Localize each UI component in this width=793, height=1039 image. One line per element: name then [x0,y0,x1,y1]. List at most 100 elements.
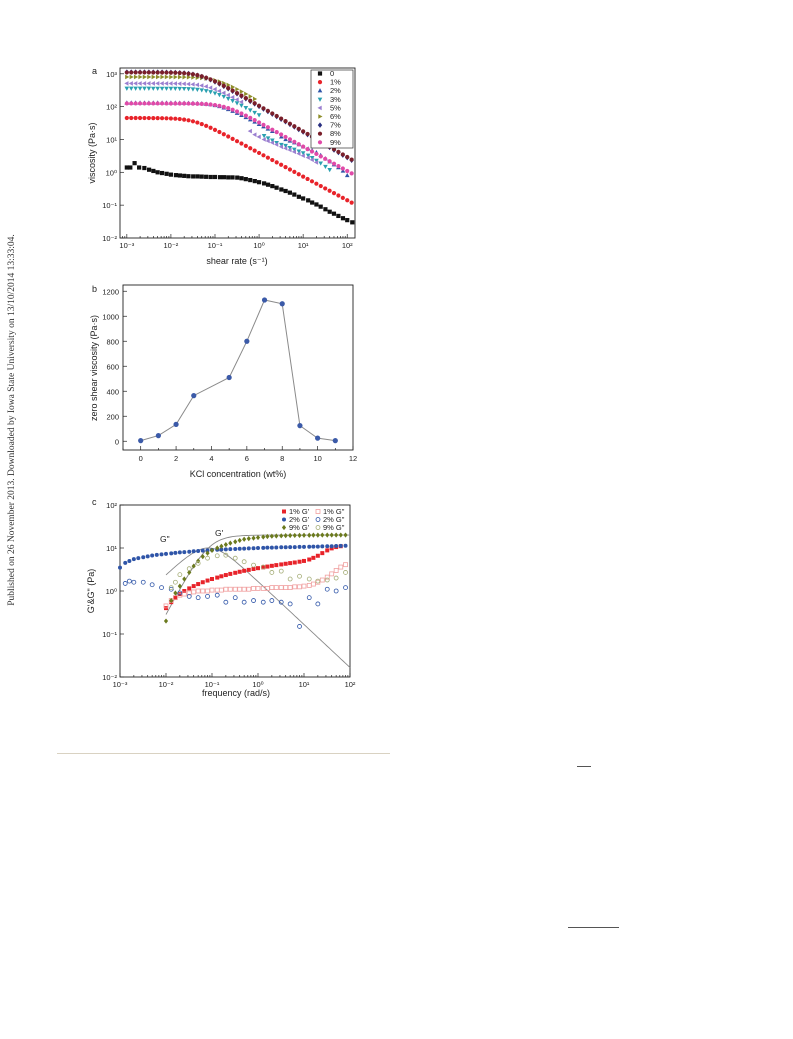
panel-a-legend-marker [317,80,323,85]
panel-c-point [329,546,334,551]
panel-c-point [233,546,238,551]
panel-c-point [265,533,270,540]
panel-a-point-0 [287,190,292,195]
panel-a-point-0 [239,176,244,181]
panel-a-point-5pct [309,157,314,163]
panel-a-point-0 [142,165,147,171]
panel-c-point [269,598,275,603]
panel-c-point [223,552,229,558]
panel-a-point-6pct [133,74,139,80]
panel-a-point-3pct [128,86,134,91]
panel-a-point-3pct [261,134,267,139]
panel-c-point [320,532,325,538]
panel-a-point-1pct [309,179,315,184]
panel-a-legend-marker [318,114,323,119]
panel-a-x-tick-label: 10⁻² [164,241,179,250]
panel-a-legend: 01%2%3%5%6%7%8%9% [317,69,341,147]
panel-a-point-3pct [305,153,311,158]
panel-c-point [329,532,334,538]
panel-c-point [338,564,344,570]
panel-a-point-5pct [150,81,155,86]
panel-a-point-1pct [182,117,187,122]
panel-c-point [237,569,242,574]
panel-c-point [228,571,233,576]
panel-a-point-3pct [283,143,288,149]
panel-c-point [200,554,205,560]
panel-a-y-tick-label: 10⁻² [102,234,117,243]
panel-c-point [288,532,293,539]
panel-a-point-0 [336,213,341,219]
panel-a-point-5pct [313,160,319,165]
panel-a-point-3pct [279,142,284,148]
panel-a-viscosity-chart: a 10⁻³ 10⁻² 10⁻¹ 10⁰ 10¹ 10²10⁻²10⁻¹10⁰10¹10²… [87,66,356,266]
panel-c-point [228,540,233,546]
panel-c-point [191,584,196,589]
panel-a-point-8pct [274,113,279,119]
panel-c-point [195,560,201,566]
panel-a-point-5pct [159,81,164,86]
panel-c-point [261,545,266,550]
panel-a-point-0 [164,171,169,176]
panel-c-point [227,586,233,592]
panel-a-point-1pct [177,116,182,122]
panel-c-point [177,550,182,555]
panel-a-point-9pct [142,101,147,106]
panel-a-point-8pct [345,154,350,160]
panel-c-point [172,579,178,585]
panel-a-point-8pct [137,70,143,75]
panel-c-point [242,536,247,542]
panel-c-legend-label: 2% G' [289,515,310,524]
panel-a-point-9pct [243,113,248,118]
panel-a-point-3pct [247,108,253,113]
panel-a-point-1pct [208,125,213,130]
panel-a-point-1pct [345,198,350,203]
panel-a-point-9pct [234,109,240,114]
panel-b-x-tick-label: 12 [349,454,357,463]
panel-a-legend-label: 0 [330,69,334,78]
panel-a-point-1pct [204,123,209,128]
panel-a-point-0 [261,181,267,186]
panel-c-point [297,532,302,538]
panel-c-point [182,576,187,582]
panel-a-point-0 [270,184,275,189]
panel-c-point [292,584,298,590]
panel-a-point-6pct [186,74,192,80]
panel-a-point-5pct [137,81,142,86]
panel-a-point-9pct [182,101,187,106]
panel-a-point-0 [186,174,191,179]
panel-a-point-1pct [265,155,270,160]
panel-c-point [297,624,302,629]
panel-c-point [297,544,302,549]
panel-a-point-6pct [252,96,258,102]
panel-a-point-5pct [146,81,151,86]
panel-a-point-8pct [146,70,151,75]
panel-c-point [287,601,293,607]
panel-c-point [159,552,164,557]
panel-a-legend-label: 6% [330,112,341,121]
panel-c-point [186,593,192,599]
panel-c-legend-marker [315,517,321,522]
panel-a-point-5pct [141,81,147,86]
panel-c-point [187,549,192,554]
panel-c-legend-label: 9% G' [289,523,310,532]
panel-a-point-6pct [244,91,249,97]
panel-c-point [215,575,220,580]
panel-c-point [283,545,288,550]
panel-c-point [122,581,128,586]
panel-a-y-tick-label: 10⁻¹ [102,201,117,210]
panel-a-point-2pct [344,172,350,178]
panel-c-point [126,578,132,584]
panel-c-point [196,582,201,587]
panel-a-point-0 [274,185,279,190]
panel-a-point-0 [318,204,323,209]
panel-a-point-8pct [212,79,218,84]
panel-a-point-0 [195,174,200,179]
panel-c-point [214,553,220,559]
panel-b-x-tick-label: 6 [245,454,249,463]
panel-c-legend-label: 1% G" [323,507,345,516]
panel-a-point-0 [151,168,156,174]
panel-c-point [269,545,274,550]
panel-c-y-tick-label: 10⁰ [106,587,117,596]
panel-a-point-1pct [212,127,218,132]
panel-c-point [324,586,330,592]
